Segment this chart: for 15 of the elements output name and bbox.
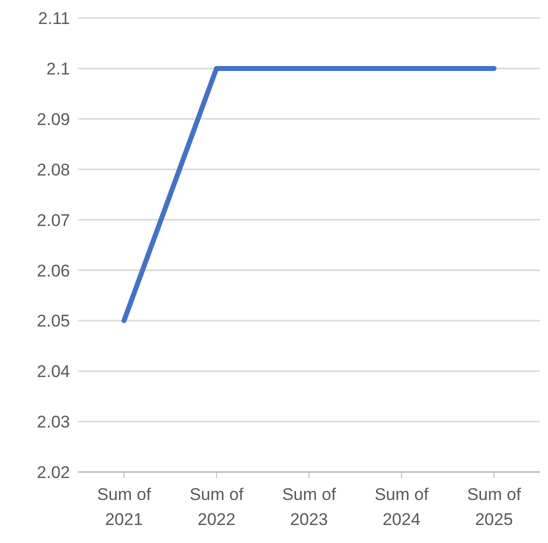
x-tick-label: Sum of 2022 <box>190 485 244 530</box>
y-tick-label: 2.09 <box>36 110 70 129</box>
y-tick-label: 2.08 <box>36 160 70 180</box>
y-tick-label: 2.1 <box>46 59 70 78</box>
x-tick-label: Sum of 2025 <box>467 485 522 530</box>
x-tick-label: Sum of 2021 <box>97 485 152 530</box>
y-tick-label: 2.04 <box>36 362 70 382</box>
y-tick-label: 2.05 <box>36 312 70 331</box>
y-tick-label: 2.02 <box>36 463 70 482</box>
x-tick-label: Sum of 2023 <box>282 485 336 530</box>
y-tick-label: 2.11 <box>38 9 70 28</box>
x-tick-label: Sum of 2024 <box>374 485 429 530</box>
y-tick-label: 2.03 <box>36 412 70 432</box>
y-tick-label: 2.07 <box>36 210 70 230</box>
y-tick-label: 2.06 <box>36 261 70 280</box>
